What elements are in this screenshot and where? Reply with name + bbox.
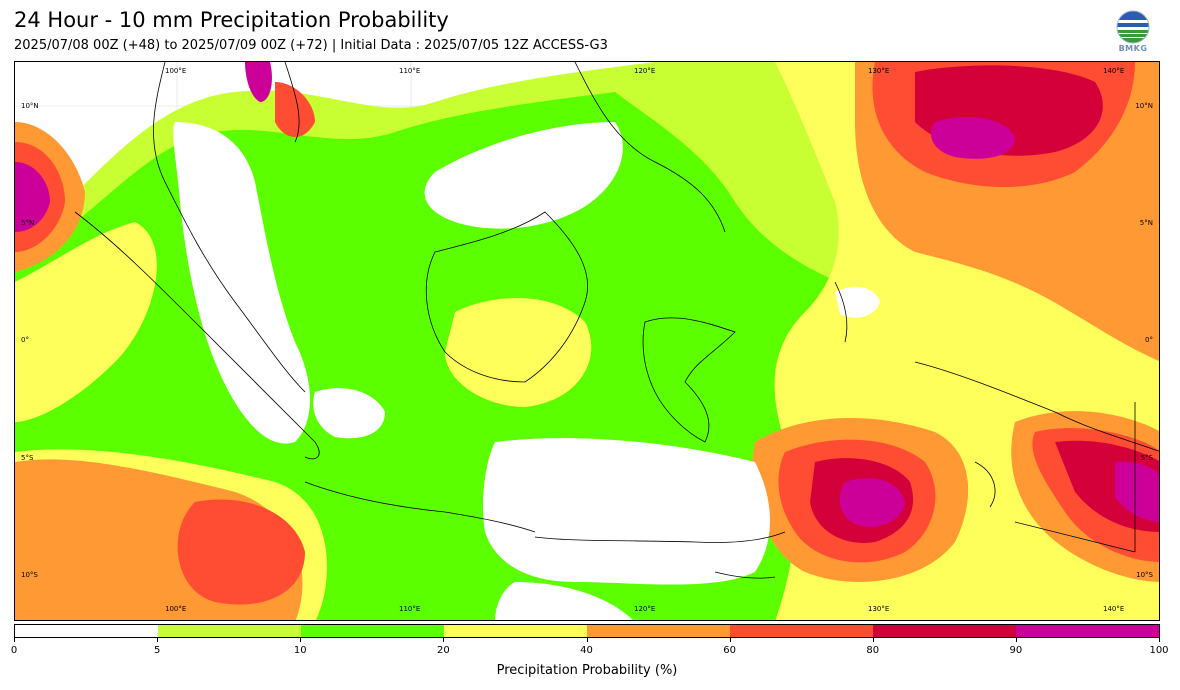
- lon-label-bottom: 130°E: [868, 605, 890, 613]
- coastlines: [74, 62, 1159, 579]
- colorbar-tick-label: 0: [10, 645, 18, 656]
- lon-label-top: 100°E: [165, 67, 187, 75]
- lat-label-right: 0°: [1145, 336, 1153, 344]
- colorbar-tick-label: 40: [580, 645, 593, 656]
- colorbar-tick-label: 10: [293, 645, 307, 656]
- colorbar-tick: [300, 638, 302, 642]
- lon-label-bottom: 100°E: [165, 605, 187, 613]
- colorbar-tick-label: 5: [153, 645, 161, 656]
- lon-label-top: 120°E: [634, 67, 656, 75]
- lat-label-left: 5°S: [21, 454, 34, 462]
- colorbar-tick: [586, 638, 588, 642]
- map-canvas: [15, 62, 1159, 620]
- page-subtitle: 2025/07/08 00Z (+48) to 2025/07/09 00Z (…: [14, 38, 608, 53]
- lat-label-left: 0°: [21, 336, 29, 344]
- colorbar-segment: [15, 625, 158, 637]
- colorbar-segment: [1016, 625, 1159, 637]
- colorbar-tick-label: 60: [723, 645, 736, 656]
- lon-label-top: 110°E: [399, 67, 421, 75]
- lat-label-left: 5°N: [21, 219, 35, 227]
- colorbar-tick: [1015, 638, 1017, 642]
- colorbar-title: Precipitation Probability (%): [496, 663, 678, 678]
- lon-label-bottom: 110°E: [399, 605, 421, 613]
- colorbar-segment: [587, 625, 730, 637]
- lon-label-top: 130°E: [868, 67, 890, 75]
- colorbar-tick: [14, 638, 15, 642]
- lat-label-left: 10°N: [21, 102, 39, 110]
- colorbar-segment: [301, 625, 444, 637]
- colorbar-tick-label: 100: [1149, 645, 1169, 656]
- colorbar-tick: [729, 638, 731, 642]
- colorbar-tick-label: 20: [437, 645, 450, 656]
- lat-label-right: 5°N: [1139, 219, 1153, 227]
- colorbar-tick: [443, 638, 445, 642]
- page-title: 24 Hour - 10 mm Precipitation Probabilit…: [14, 8, 449, 32]
- colorbar-tick: [157, 638, 159, 642]
- colorbar-segment: [158, 625, 301, 637]
- lat-label-right: 10°N: [1135, 102, 1153, 110]
- colorbar-tick: [872, 638, 874, 642]
- lon-label-top: 140°E: [1103, 67, 1125, 75]
- colorbar-tick-label: 90: [1009, 645, 1023, 656]
- bmkg-logo-icon: [1116, 10, 1150, 44]
- colorbar-tick-label: 80: [866, 645, 880, 656]
- lat-label-left: 10°S: [21, 571, 38, 579]
- logo-text: BMKG: [1118, 44, 1148, 53]
- lon-label-bottom: 120°E: [634, 605, 656, 613]
- probability-field: [15, 62, 1159, 620]
- colorbar-segment: [444, 625, 587, 637]
- lon-label-bottom: 140°E: [1103, 605, 1125, 613]
- colorbar-tick: [1159, 638, 1160, 642]
- lat-label-right: 5°S: [1140, 454, 1153, 462]
- lat-label-right: 10°S: [1136, 571, 1153, 579]
- colorbar: [14, 624, 1160, 638]
- colorbar-segment: [730, 625, 873, 637]
- precipitation-map: 100°E 110°E 120°E 130°E 140°E 100°E 110°…: [14, 61, 1160, 621]
- colorbar-segment: [873, 625, 1016, 637]
